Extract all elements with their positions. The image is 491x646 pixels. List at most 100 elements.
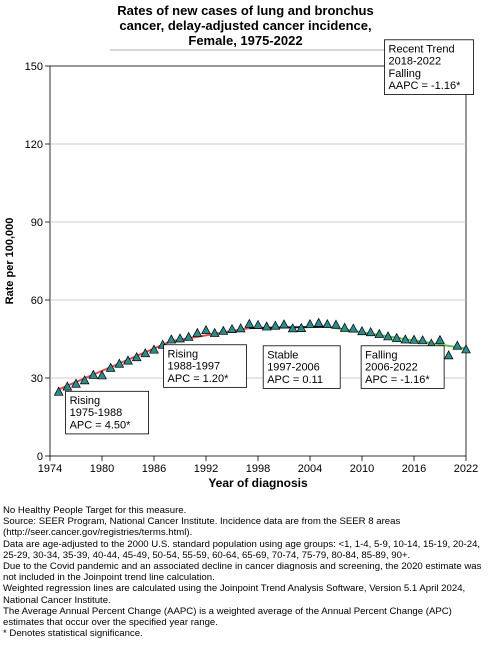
annotation-frame xyxy=(262,345,341,389)
data-point xyxy=(140,348,151,358)
annotation-text: 1988-1997 xyxy=(168,361,221,373)
x-tick-label: 1980 xyxy=(90,463,114,475)
grid xyxy=(50,143,466,379)
chart-title-line-2: cancer, delay-adjusted cancer incidence, xyxy=(119,18,372,33)
y-tick-label: 60 xyxy=(31,295,43,307)
footnote: * Denotes statistical significance. xyxy=(3,628,143,640)
data-point xyxy=(313,317,324,327)
annotation-text: 2018-2022 xyxy=(389,56,442,68)
annotation-text: Falling xyxy=(365,350,397,362)
y-tick-label: 90 xyxy=(31,217,43,229)
data-point xyxy=(244,318,255,328)
data-point xyxy=(175,333,185,343)
data-point xyxy=(183,331,194,341)
data-point xyxy=(131,351,142,362)
data-point xyxy=(166,334,177,344)
data-point xyxy=(409,334,419,344)
data-point xyxy=(279,319,289,329)
x-tick-label: 2022 xyxy=(454,463,478,475)
data-point xyxy=(114,358,125,368)
annotation-frame xyxy=(384,39,474,95)
data-point xyxy=(261,321,272,331)
data-point xyxy=(105,362,116,372)
annotation-text: Stable xyxy=(267,350,298,362)
data-point xyxy=(348,323,359,333)
x-tick-label: 1992 xyxy=(194,463,218,475)
data-point xyxy=(287,323,298,333)
data-point xyxy=(227,323,237,333)
footnote: Due to the Covid pandemic and an associa… xyxy=(3,561,482,584)
annotation-text: APC = 1.20* xyxy=(168,373,230,385)
footnotes: No Healthy People Target for this measur… xyxy=(3,505,489,639)
annotation-text: Recent Trend xyxy=(389,44,455,56)
x-tick-label: 2016 xyxy=(402,463,426,475)
y-axis: 0 30 60 90 120 150 xyxy=(25,61,50,463)
annotation-text: APC = -1.16* xyxy=(365,374,430,386)
footnote: Data are age-adjusted to the 2000 U.S. s… xyxy=(3,538,481,561)
data-point xyxy=(305,318,315,329)
annotation-text: 2006-2022 xyxy=(365,362,418,374)
annotation-frame xyxy=(65,390,149,435)
annotation-text: APC = 0.11 xyxy=(267,374,323,386)
annotation-frame xyxy=(360,345,445,389)
data-point xyxy=(365,327,376,337)
data-point xyxy=(201,324,211,335)
footnote: No Healthy People Target for this measur… xyxy=(3,505,187,516)
annotation-text: AAPC = -1.16* xyxy=(389,80,462,92)
annotation-text: Rising xyxy=(70,395,101,407)
y-tick-label: 0 xyxy=(37,451,43,463)
footnote: Source: SEER Program, National Cancer In… xyxy=(3,516,401,539)
data-point xyxy=(149,344,159,354)
observed-points xyxy=(53,317,471,396)
x-tick-label: 2004 xyxy=(298,463,322,475)
y-tick-label: 30 xyxy=(31,373,43,385)
data-point xyxy=(461,344,471,354)
x-tick-label: 1998 xyxy=(246,463,270,475)
data-point xyxy=(97,370,107,380)
y-axis-label: Rate per 100,000 xyxy=(4,218,16,305)
data-point xyxy=(192,327,203,337)
data-point xyxy=(296,322,307,332)
footnote: The Average Annual Percent Change (AAPC)… xyxy=(3,605,452,629)
x-axis-label: Year of diagnosis xyxy=(208,476,308,490)
data-point xyxy=(209,327,220,337)
annotation-text: APC = 4.50* xyxy=(70,419,132,431)
data-point xyxy=(391,332,402,342)
chart-title-line-1: Rates of new cases of lung and bronchus xyxy=(117,3,374,18)
x-axis: 1974 1980 1986 1992 1998 2004 2010 2016 2022 xyxy=(38,456,478,475)
data-point xyxy=(435,334,445,344)
x-tick-label: 1986 xyxy=(142,463,166,475)
annotation-frame xyxy=(163,344,247,388)
chart-title-line-3: Female, 1975-2022 xyxy=(188,33,303,48)
data-point xyxy=(62,381,73,391)
annotation-text: Falling xyxy=(389,68,421,80)
annotation-text: Rising xyxy=(168,348,199,360)
y-tick-label: 150 xyxy=(25,61,43,73)
footnote: Weighted regression lines are calculated… xyxy=(3,583,466,606)
data-point xyxy=(322,318,333,329)
data-point xyxy=(417,335,428,345)
data-point xyxy=(218,325,229,335)
data-point xyxy=(79,375,90,385)
y-tick-label: 120 xyxy=(25,139,43,151)
data-point xyxy=(88,369,99,379)
annotation-text: 1997-2006 xyxy=(267,362,320,374)
data-point xyxy=(400,334,411,344)
data-point xyxy=(357,325,367,336)
data-point xyxy=(443,350,454,360)
data-point xyxy=(383,331,393,341)
data-point xyxy=(374,328,385,338)
trend-segment xyxy=(171,327,250,343)
data-point xyxy=(270,320,281,330)
data-point xyxy=(452,340,463,350)
annotation-text: 1975-1988 xyxy=(70,407,123,419)
data-point xyxy=(253,319,263,329)
data-point xyxy=(53,386,64,396)
data-point xyxy=(235,323,246,333)
